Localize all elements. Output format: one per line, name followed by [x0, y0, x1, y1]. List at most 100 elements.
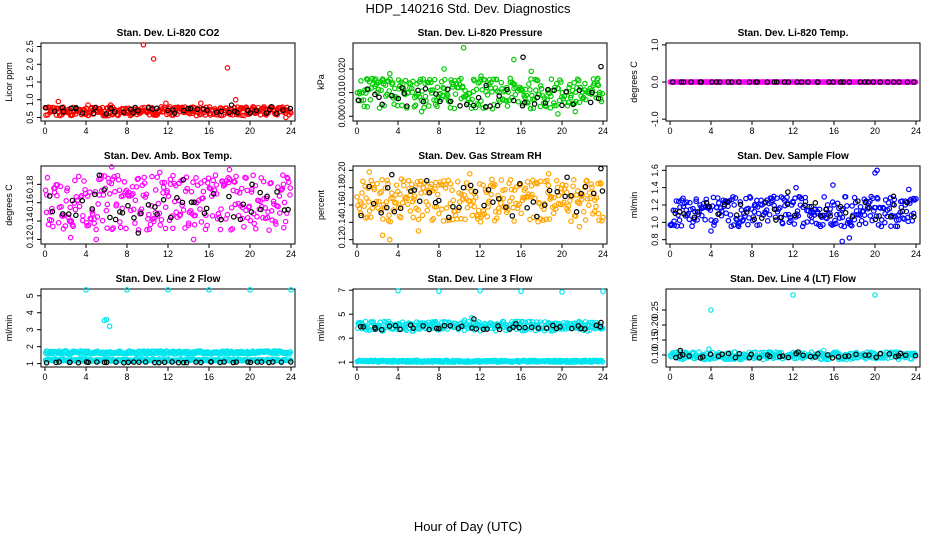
data-point-series-1: [239, 112, 245, 119]
data-point-series-1: [848, 223, 855, 229]
data-point-series-2: [463, 101, 470, 108]
data-point-series-1: [466, 171, 473, 177]
data-point-series-2: [865, 79, 872, 85]
data-point-series-1: [81, 178, 87, 184]
data-point-series-1: [425, 202, 431, 208]
data-point-series-2: [670, 79, 676, 85]
data-point-series-1: [123, 225, 129, 232]
data-point-series-2: [49, 208, 56, 215]
data-point-series-1: [425, 103, 432, 109]
data-point-series-1: [756, 222, 763, 228]
data-point-series-1: [44, 174, 51, 181]
data-point-series-2: [677, 347, 684, 354]
y-tick-label: -1.0: [650, 111, 660, 127]
data-point-series-2: [776, 353, 783, 360]
data-point-series-3: [557, 324, 563, 330]
data-point-series-1: [475, 102, 482, 108]
data-point-series-1: [545, 171, 552, 177]
data-point-series-1: [732, 195, 739, 201]
data-point-series-1: [232, 201, 239, 208]
data-point-series-1: [170, 225, 176, 232]
data-point-series-1: [234, 188, 240, 195]
data-point-series-2: [805, 79, 811, 85]
data-point-series-1: [284, 104, 290, 111]
data-point-series-1: [117, 224, 124, 231]
data-point-series-2: [754, 79, 761, 85]
data-point-series-1: [92, 188, 99, 195]
y-axis-label: ml/min: [629, 192, 639, 219]
data-point-series-1: [526, 318, 533, 325]
panel-title: Stan. Dev. Sample Flow: [737, 151, 849, 162]
data-point-series-1: [200, 188, 207, 195]
data-point-series-1: [415, 207, 421, 213]
data-point-series-3: [287, 359, 294, 365]
data-point-series-1: [374, 180, 380, 187]
data-point-series-1: [173, 209, 180, 216]
data-point-series-2: [802, 202, 808, 209]
data-point-series-1: [708, 228, 714, 234]
data-point-series-1: [899, 198, 905, 204]
data-points: [354, 44, 606, 117]
data-point-series-1: [76, 203, 83, 210]
data-point-series-1: [511, 56, 517, 63]
data-point-series-2: [240, 201, 247, 208]
data-point-series-1: [912, 79, 919, 85]
data-point-series-1: [273, 221, 279, 227]
data-point-series-1: [372, 76, 379, 82]
data-point-series-1: [83, 287, 89, 293]
x-tick-label: 0: [667, 126, 672, 136]
chart-panel-1: Stan. Dev. Li-820 CO2 0 4 8 12 16 20 24 0.5 1.0 1.…: [4, 28, 296, 136]
data-point-series-2: [218, 216, 224, 223]
data-point-series-2: [824, 352, 831, 358]
data-point-series-1: [559, 289, 565, 295]
x-tick-label: 24: [911, 372, 921, 382]
data-point-series-1: [440, 218, 447, 224]
data-point-series-1: [600, 288, 606, 295]
data-point-series-1: [546, 216, 553, 222]
data-point-series-1: [55, 219, 62, 226]
panel-title: Stan. Dev. Li-820 CO2: [117, 28, 220, 39]
data-point-series-2: [716, 79, 723, 85]
data-point-series-2: [210, 190, 217, 197]
y-tick-label: 2: [25, 344, 35, 349]
data-point-series-1: [198, 100, 204, 107]
y-tick-label: 0.16: [337, 196, 347, 214]
data-point-series-1: [595, 82, 602, 89]
data-point-series-1: [576, 223, 583, 230]
data-point-series-1: [678, 222, 685, 229]
data-point-series-1: [232, 179, 238, 185]
data-point-series-1: [376, 198, 382, 205]
data-point-series-1: [528, 76, 534, 82]
y-axis-label: Licor ppm: [4, 62, 14, 102]
chart-panel-4: Stan. Dev. Amb. Box Temp. 0 4 8 12 16 20 24 0.12…: [4, 151, 296, 259]
data-point-series-1: [64, 185, 71, 192]
data-point-series-1: [264, 214, 271, 221]
data-point-series-1: [673, 198, 680, 204]
data-point-series-1: [386, 236, 393, 243]
data-point-series-2: [762, 199, 769, 205]
data-point-series-1: [367, 214, 374, 220]
x-tick-label: 12: [475, 126, 485, 136]
y-tick-label: 0.000: [337, 105, 347, 128]
data-point-series-1: [135, 175, 142, 182]
data-point-series-2: [686, 353, 692, 359]
data-point-series-2: [420, 98, 427, 105]
data-point-series-2: [263, 110, 270, 116]
data-point-series-1: [691, 216, 698, 222]
panel-title: Stan. Dev. Amb. Box Temp.: [104, 151, 232, 162]
data-point-series-3: [484, 326, 490, 332]
data-point-series-2: [467, 182, 474, 189]
data-point-series-2: [358, 212, 364, 219]
data-point-series-1: [820, 222, 826, 228]
data-point-series-2: [724, 199, 731, 205]
data-point-series-1: [782, 211, 789, 218]
data-point-series-1: [48, 217, 55, 224]
data-point-series-2: [42, 104, 49, 111]
data-point-series-1: [706, 346, 712, 352]
x-tick-label: 16: [204, 126, 214, 136]
data-point-series-1: [676, 217, 683, 224]
data-point-series-2: [773, 217, 779, 223]
data-point-series-1: [112, 188, 118, 195]
data-point-series-1: [254, 213, 260, 220]
data-point-series-2: [706, 203, 712, 210]
